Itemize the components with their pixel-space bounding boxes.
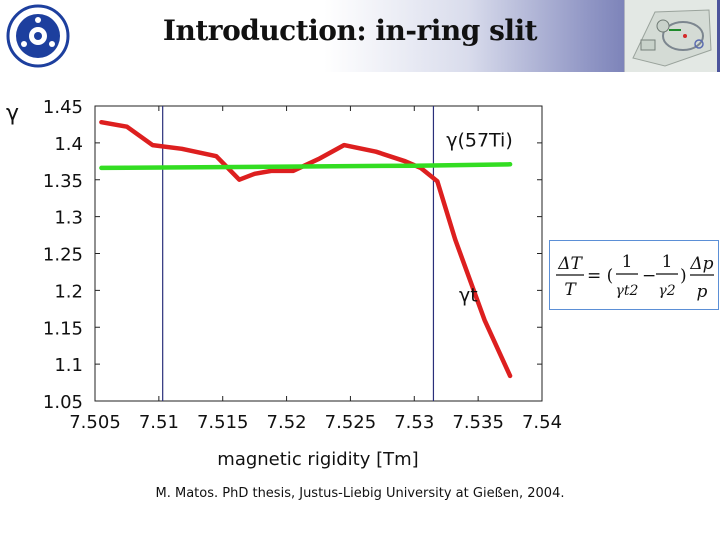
series-annotation-2: γt: [459, 284, 478, 306]
y-tick-label: 1.45: [43, 97, 83, 118]
y-tick-label: 1.15: [43, 318, 83, 339]
y-tick-label: 1.3: [54, 208, 83, 229]
x-tick-label: 7.54: [522, 412, 562, 433]
formula-rhs-numerator: Δp: [689, 254, 713, 274]
series-group: [99, 119, 513, 379]
formula-lhs-denominator: T: [564, 280, 577, 300]
formula-close-paren: ): [680, 266, 687, 286]
x-tick-label: 7.53: [394, 412, 434, 433]
x-tick-label: 7.535: [452, 412, 504, 433]
y-tick-label: 1.05: [43, 392, 83, 413]
citation-caption: M. Matos. PhD thesis, Justus-Liebig Univ…: [155, 486, 565, 501]
formula-rhs-denominator: p: [697, 282, 708, 302]
period-dispersion-formula: ΔT T = ( 1 γt2 − 1 γ2 ) Δp p: [549, 240, 719, 310]
formula-frac2-denominator: γ2: [658, 283, 675, 299]
gamma-rigidity-chart: γ magnetic rigidity [Tm] 1.451.41.351.31…: [6, 97, 562, 470]
y-axis-label: γ: [6, 101, 19, 126]
x-tick-label: 7.525: [325, 412, 377, 433]
formula-minus: −: [642, 266, 656, 286]
slide-title: Introduction: in-ring slit: [162, 14, 538, 47]
y-tick-label: 1.35: [43, 171, 83, 192]
vertical-marker-group: [162, 106, 435, 401]
formula-equals: = (: [587, 266, 613, 286]
series-line-gamma-57ti: [99, 162, 513, 171]
y-tick-label: 1.1: [54, 355, 83, 376]
annotation-group: γ(57Ti) γt: [446, 130, 513, 307]
x-tick-label: 7.505: [69, 412, 121, 433]
formula-lhs-numerator: ΔT: [557, 254, 583, 274]
y-tick-label: 1.2: [54, 281, 83, 302]
ring-facility-thumbnail: [624, 0, 717, 72]
y-tick-group: 1.45 1.4 1.35 1.3 1.25 1.2 1.15 1.1 1.05: [43, 97, 542, 413]
x-tick-label: 7.515: [197, 412, 249, 433]
x-tick-group: 7.505 7.51 7.515 7.52 7.525 7.53 7.535 7.54: [69, 106, 562, 433]
y-tick-label: 1.4: [54, 134, 83, 155]
formula-frac1-numerator: 1: [622, 252, 633, 272]
x-tick-label: 7.52: [267, 412, 307, 433]
x-axis-label: magnetic rigidity [Tm]: [217, 449, 418, 470]
formula-frac2-numerator: 1: [662, 252, 673, 272]
slide-header: Introduction: in-ring slit: [0, 0, 720, 72]
x-tick-label: 7.51: [139, 412, 179, 433]
series-annotation-1: γ(57Ti): [446, 130, 513, 152]
y-tick-label: 1.25: [43, 245, 83, 266]
institute-logo: [6, 4, 70, 68]
formula-frac1-denominator: γt2: [616, 283, 639, 299]
